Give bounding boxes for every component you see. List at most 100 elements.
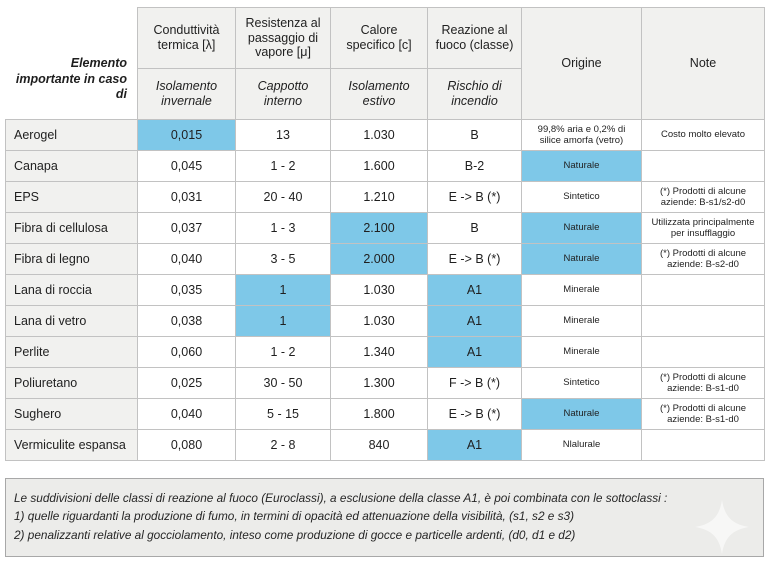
row-label: Fibra di cellulosa [5,212,138,244]
cell-resistenza: 20 - 40 [235,181,331,213]
table-row: Perlite 0,060 1 - 2 1.340 A1 Minerale [5,336,765,368]
cell-calore: 1.030 [330,119,428,151]
legend-line-3: 2) penalizzanti relative al gocciolament… [14,527,576,542]
col-subheader-conduttivita: Isolamento invernale [137,68,236,120]
cell-note [641,274,765,306]
cell-conduttivita: 0,035 [137,274,236,306]
row-label: Vermiculite espansa [5,429,138,461]
table-row: Fibra di legno 0,040 3 - 5 2.000 E -> B (*) N… [5,243,765,275]
cell-origine: Sintetico [521,181,642,213]
cell-reazione: B [427,119,522,151]
col-header-reazione: Reazione al fuoco (classe) [427,7,522,69]
cell-origine: Sintetico [521,367,642,399]
row-label: EPS [5,181,138,213]
table-row: EPS 0,031 20 - 40 1.210 E -> B (*) Sintetico(… [5,181,765,213]
col-header-conduttivita: Conduttività termica [λ] [137,7,236,69]
row-label: Perlite [5,336,138,368]
cell-note: Utilizzata principalmente per insufflagg… [641,212,765,244]
cell-resistenza: 1 [235,305,331,337]
row-label: Sughero [5,398,138,430]
cell-note: (*) Prodotti di alcune aziende: B-s1-d0 [641,367,765,399]
table-body: Aerogel 0,015 13 1.030 B 99,8% aria e 0,2% di… [5,119,765,461]
cell-note [641,150,765,182]
cell-resistenza: 1 - 2 [235,336,331,368]
cell-resistenza: 1 - 3 [235,212,331,244]
col-header-resistenza: Resistenza al passaggio di vapore [μ] [235,7,331,69]
legend-line-2: 1) quelle riguardanti la produzione di f… [14,509,575,524]
row-label: Canapa [5,150,138,182]
insulation-comparison-table: Elemento importante in caso di Conduttiv… [5,7,765,461]
cell-resistenza: 3 - 5 [235,243,331,275]
cell-conduttivita: 0,060 [137,336,236,368]
cell-origine: 99,8% aria e 0,2% di silice amorfa (vetr… [521,119,642,151]
table-row: Fibra di cellulosa 0,037 1 - 3 2.100 B Natura… [5,212,765,244]
cell-origine: Naturale [521,150,642,182]
table-header: Elemento importante in caso di Conduttiv… [5,7,765,120]
cell-conduttivita: 0,040 [137,243,236,275]
cell-conduttivita: 0,015 [137,119,236,151]
table-row: Canapa 0,045 1 - 2 1.600 B-2 Naturale [5,150,765,182]
cell-calore: 1.210 [330,181,428,213]
cell-reazione: A1 [427,336,522,368]
cell-note: (*) Prodotti di alcune aziende: B-s1/s2-… [641,181,765,213]
cell-note [641,305,765,337]
cell-conduttivita: 0,031 [137,181,236,213]
cell-conduttivita: 0,045 [137,150,236,182]
cell-origine: Naturale [521,212,642,244]
cell-calore: 1.030 [330,305,428,337]
row-label: Lana di roccia [5,274,138,306]
table-row: Lana di vetro 0,038 1 1.030 A1 Minerale [5,305,765,337]
cell-reazione: F -> B (*) [427,367,522,399]
table-row: Sughero 0,040 5 - 15 1.800 E -> B (*) Natural… [5,398,765,430]
cell-reazione: E -> B (*) [427,398,522,430]
cell-note: (*) Prodotti di alcune aziende: B-s2-d0 [641,243,765,275]
cell-resistenza: 1 [235,274,331,306]
cell-calore: 2.000 [330,243,428,275]
table-row: Poliuretano 0,025 30 - 50 1.300 F -> B (*) Si… [5,367,765,399]
cell-calore: 1.300 [330,367,428,399]
cell-origine: Minerale [521,336,642,368]
col-subheader-resistenza: Cappotto interno [235,68,331,120]
cell-calore: 1.800 [330,398,428,430]
cell-conduttivita: 0,037 [137,212,236,244]
cell-origine: Minerale [521,305,642,337]
col-header-note: Note [641,7,765,120]
cell-calore: 2.100 [330,212,428,244]
cell-origine: Naturale [521,243,642,275]
cell-note: (*) Prodotti di alcune aziende: B-s1-d0 [641,398,765,430]
cell-conduttivita: 0,040 [137,398,236,430]
col-subheader-reazione: Rischio di incendio [427,68,522,120]
cell-reazione: E -> B (*) [427,181,522,213]
cell-reazione: B-2 [427,150,522,182]
cell-calore: 1.030 [330,274,428,306]
cell-calore: 1.340 [330,336,428,368]
table-row: Vermiculite espansa 0,080 2 - 8 840 A1 Nlalur… [5,429,765,461]
cell-origine: Nlalurale [521,429,642,461]
cell-calore: 1.600 [330,150,428,182]
cell-origine: Minerale [521,274,642,306]
row-label: Lana di vetro [5,305,138,337]
cell-resistenza: 1 - 2 [235,150,331,182]
cell-resistenza: 2 - 8 [235,429,331,461]
cell-reazione: A1 [427,305,522,337]
row-label: Aerogel [5,119,138,151]
table-row: Aerogel 0,015 13 1.030 B 99,8% aria e 0,2% di… [5,119,765,151]
table-row: Lana di roccia 0,035 1 1.030 A1 Minerale [5,274,765,306]
cell-conduttivita: 0,025 [137,367,236,399]
cell-note [641,336,765,368]
cell-origine: Naturale [521,398,642,430]
cell-conduttivita: 0,080 [137,429,236,461]
cell-resistenza: 13 [235,119,331,151]
legend-line-1: Le suddivisioni delle classi di reazione… [14,491,668,505]
cell-note [641,429,765,461]
col-header-origine: Origine [521,7,642,120]
cell-resistenza: 5 - 15 [235,398,331,430]
cell-conduttivita: 0,038 [137,305,236,337]
col-header-calore: Calore specifico [c] [330,7,428,69]
corner-label: Elemento importante in caso di [5,7,138,120]
row-label: Poliuretano [5,367,138,399]
cell-resistenza: 30 - 50 [235,367,331,399]
cell-reazione: A1 [427,274,522,306]
cell-calore: 840 [330,429,428,461]
fire-class-legend: Le suddivisioni delle classi di reazione… [5,478,764,557]
